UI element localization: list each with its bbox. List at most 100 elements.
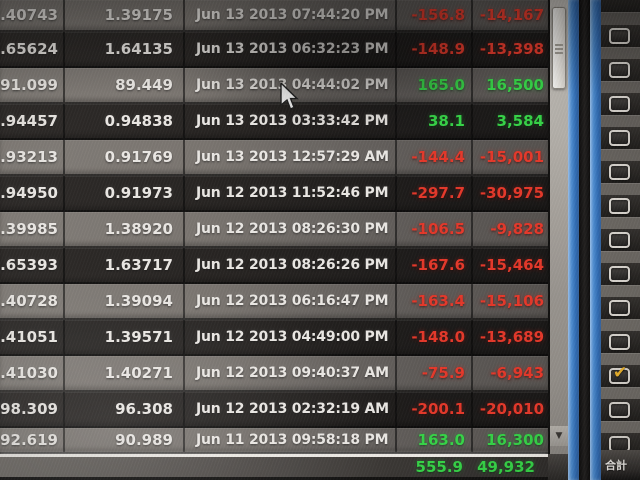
table-row[interactable]: .65624 1.64135 Jun 13 2013 06:32:23 PM -…: [0, 32, 548, 68]
checkbox-row: [601, 263, 640, 285]
window-border-gap: [579, 0, 590, 480]
table-row[interactable]: 91.099 89.449 Jun 13 2013 04:44:02 PM 16…: [0, 68, 548, 104]
price-a-cell: 92.619: [0, 428, 65, 452]
scrollbar-grip-icon: [555, 44, 563, 55]
checkbox[interactable]: [609, 198, 630, 214]
vertical-scrollbar[interactable]: ▼: [548, 0, 568, 454]
table-row[interactable]: .40743 1.39175 Jun 13 2013 07:44:20 PM -…: [0, 0, 548, 32]
checkbox[interactable]: [609, 130, 630, 146]
checkbox[interactable]: [609, 28, 630, 44]
price-b-cell: 90.989: [65, 428, 185, 452]
table-row[interactable]: 98.309 96.308 Jun 12 2013 02:32:19 AM -2…: [0, 392, 548, 428]
pl-points-cell: 165.0: [397, 68, 473, 102]
pl-points-cell: -163.4: [397, 284, 473, 318]
pl-points-cell: -75.9: [397, 356, 473, 390]
price-a-cell: 0.93213: [0, 140, 65, 174]
bottom-edge: [0, 477, 568, 480]
checkbox[interactable]: [609, 402, 630, 418]
pl-amount-cell: 3,584: [496, 112, 544, 130]
datetime-cell: Jun 12 2013 11:52:46 PM: [185, 176, 397, 210]
trades-table: .40743 1.39175 Jun 13 2013 07:44:20 PM -…: [0, 0, 568, 480]
price-b-cell: 1.63717: [65, 248, 185, 282]
table-row[interactable]: 0.93213 0.91769 Jun 13 2013 12:57:29 AM …: [0, 140, 548, 176]
pl-points-cell: -106.5: [397, 212, 473, 246]
checkbox[interactable]: [609, 62, 630, 78]
datetime-cell: Jun 11 2013 09:58:18 PM: [185, 428, 397, 452]
total-points: 555.9: [415, 458, 463, 476]
total-label: 合計: [605, 459, 627, 472]
pl-points-cell: -200.1: [397, 392, 473, 426]
mouse-cursor: [280, 83, 299, 110]
checkbox-row: [601, 399, 640, 421]
checkbox-panel: ✔: [601, 0, 640, 480]
pl-amount-cell: -15,464: [479, 256, 544, 274]
price-a-cell: 1.41051: [0, 320, 65, 354]
pl-points-cell: -148.9: [397, 32, 473, 66]
datetime-cell: Jun 12 2013 02:32:19 AM: [185, 392, 397, 426]
pl-points-cell: -297.7: [397, 176, 473, 210]
checkbox[interactable]: [609, 96, 630, 112]
price-b-cell: 89.449: [65, 68, 185, 102]
table-row[interactable]: 1.41030 1.40271 Jun 12 2013 09:40:37 AM …: [0, 356, 548, 392]
price-b-cell: 96.308: [65, 392, 185, 426]
down-arrow-icon: ▼: [555, 431, 563, 441]
pl-amount-cell: -15,106: [479, 292, 544, 310]
pl-amount-cell: -13,689: [479, 328, 544, 346]
checkbox-row: [601, 161, 640, 183]
table-row[interactable]: 1.65393 1.63717 Jun 12 2013 08:26:26 PM …: [0, 248, 548, 284]
pl-points-cell: -156.8: [397, 0, 473, 30]
price-b-cell: 1.38920: [65, 212, 185, 246]
checkbox[interactable]: [609, 232, 630, 248]
datetime-cell: Jun 13 2013 07:44:20 PM: [185, 0, 397, 30]
price-a-cell: 0.94950: [0, 176, 65, 210]
price-a-cell: 1.41030: [0, 356, 65, 390]
checkbox-row: [601, 195, 640, 217]
table-row[interactable]: 92.619 90.989 Jun 11 2013 09:58:18 PM 16…: [0, 428, 548, 454]
datetime-cell: Jun 12 2013 08:26:30 PM: [185, 212, 397, 246]
datetime-cell: Jun 13 2013 06:32:23 PM: [185, 32, 397, 66]
datetime-cell: Jun 12 2013 04:49:00 PM: [185, 320, 397, 354]
table-row[interactable]: 0.94950 0.91973 Jun 12 2013 11:52:46 PM …: [0, 176, 548, 212]
price-b-cell: 1.39571: [65, 320, 185, 354]
checkbox-row: [601, 59, 640, 81]
pl-amount-cell: -13,398: [479, 40, 544, 58]
price-a-cell: 1.65393: [0, 248, 65, 282]
datetime-cell: Jun 13 2013 04:44:02 PM: [185, 68, 397, 102]
table-row[interactable]: 0.94457 0.94838 Jun 13 2013 03:33:42 PM …: [0, 104, 548, 140]
window-borders: [568, 0, 601, 480]
scrollbar-thumb[interactable]: [552, 7, 566, 89]
pl-amount-cell: -20,010: [479, 400, 544, 418]
side-panel-footer: 合計: [601, 450, 640, 480]
price-a-cell: 0.94457: [0, 104, 65, 138]
pl-amount-cell: -14,167: [479, 6, 544, 24]
pl-points-cell: -167.6: [397, 248, 473, 282]
checkbox-row: ✔: [601, 365, 640, 387]
window-border-left: [568, 0, 579, 480]
price-b-cell: 0.91973: [65, 176, 185, 210]
datetime-cell: Jun 13 2013 12:57:29 AM: [185, 140, 397, 174]
checkbox[interactable]: [609, 334, 630, 350]
checkbox-checked[interactable]: ✔: [609, 365, 630, 384]
scrollbar-lower-track: [548, 454, 568, 480]
totals-row: 555.9 49,932: [0, 457, 548, 477]
price-b-cell: 0.94838: [65, 104, 185, 138]
scroll-down-button[interactable]: ▼: [550, 426, 568, 446]
price-a-cell: 91.099: [0, 68, 65, 102]
checkbox[interactable]: [609, 300, 630, 316]
checkbox-row: [601, 331, 640, 353]
price-a-cell: 1.39985: [0, 212, 65, 246]
table-row[interactable]: 1.40728 1.39094 Jun 12 2013 06:16:47 PM …: [0, 284, 548, 320]
price-a-cell: 1.40728: [0, 284, 65, 318]
checkbox-row: [601, 229, 640, 251]
pl-points-cell: -144.4: [397, 140, 473, 174]
checkbox-row: [601, 127, 640, 149]
checkbox[interactable]: [609, 266, 630, 282]
checkbox[interactable]: [609, 164, 630, 180]
table-row[interactable]: 1.39985 1.38920 Jun 12 2013 08:26:30 PM …: [0, 212, 548, 248]
pl-points-cell: 163.0: [397, 428, 473, 452]
price-b-cell: 0.91769: [65, 140, 185, 174]
totals-spacer: [185, 457, 397, 477]
table-row[interactable]: 1.41051 1.39571 Jun 12 2013 04:49:00 PM …: [0, 320, 548, 356]
price-b-cell: 1.39175: [65, 0, 185, 30]
